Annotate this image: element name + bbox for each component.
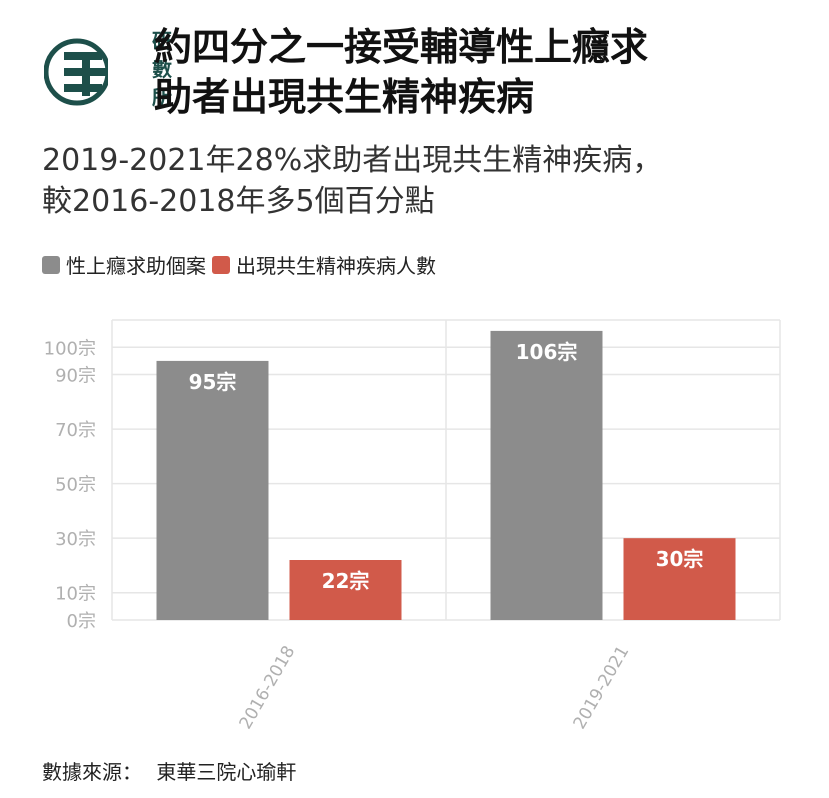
subtitle-line-1: 2019-2021年28%求助者出現共生精神疾病，	[42, 143, 663, 178]
y-tick-label-4: 70宗	[55, 420, 96, 441]
bar-s1-2019-2021	[490, 330, 603, 620]
data-label-s2-2016-2018: 22宗	[322, 569, 370, 593]
bar-s2-2016-2018	[289, 560, 402, 620]
chart-subtitle: 2019-2021年28%求助者出現共生精神疾病， 較2016-2018年多5個…	[42, 140, 812, 222]
title-line-1: 約四分之一接受輔導性上癮求	[154, 25, 649, 69]
data-label-s1-2019-2021: 106宗	[516, 340, 578, 364]
legend-item-series-1: 性上癮求助個案	[42, 250, 206, 279]
bar-chart: 0宗 10宗 30宗 50宗 70宗 90宗 100宗 95宗 22宗 2016-2018 106宗…	[44, 319, 781, 731]
y-tick-label-2: 30宗	[55, 529, 96, 550]
research-institute-logo: 研 數 所	[43, 28, 172, 120]
logo-text-1: 研	[152, 29, 172, 53]
x-tick-label-2019-2021: 2019-2021	[570, 643, 634, 731]
logo-text-2: 數	[152, 57, 172, 81]
data-source: 數據來源： 東華三院心瑜軒	[42, 756, 304, 785]
legend-label-series-1: 性上癮求助個案	[66, 254, 206, 278]
legend-label-series-2: 出現共生精神疾病人數	[236, 254, 436, 278]
subtitle-line-2: 較2016-2018年多5個百分點	[42, 184, 435, 219]
chart-legend: 性上癮求助個案 出現共生精神疾病人數	[42, 250, 442, 279]
legend-swatch-series-1	[42, 255, 60, 274]
data-label-s1-2016-2018: 95宗	[189, 370, 237, 394]
x-tick-label-2016-2018: 2016-2018	[236, 643, 300, 731]
chart-title: 約四分之一接受輔導性上癮求 助者出現共生精神疾病	[154, 22, 814, 122]
y-tick-label-0: 0宗	[67, 611, 96, 632]
legend-swatch-series-2	[212, 255, 230, 274]
legend-item-series-2: 出現共生精神疾病人數	[212, 250, 436, 279]
data-label-s2-2019-2021: 30宗	[656, 547, 704, 571]
bar-s1-2016-2018	[156, 360, 269, 620]
title-line-2: 助者出現共生精神疾病	[154, 75, 535, 119]
y-tick-label-6: 100宗	[44, 338, 96, 359]
source-label: 數據來源：	[42, 760, 142, 784]
logo-text-3: 所	[152, 85, 172, 109]
y-tick-label-5: 90宗	[55, 366, 96, 387]
bar-s2-2019-2021	[623, 538, 736, 620]
research-institute-logo-icon	[43, 38, 111, 106]
source-value: 東華三院心瑜軒	[156, 760, 297, 784]
y-tick-label-3: 50宗	[55, 475, 96, 496]
y-tick-label-1: 10宗	[55, 584, 96, 605]
